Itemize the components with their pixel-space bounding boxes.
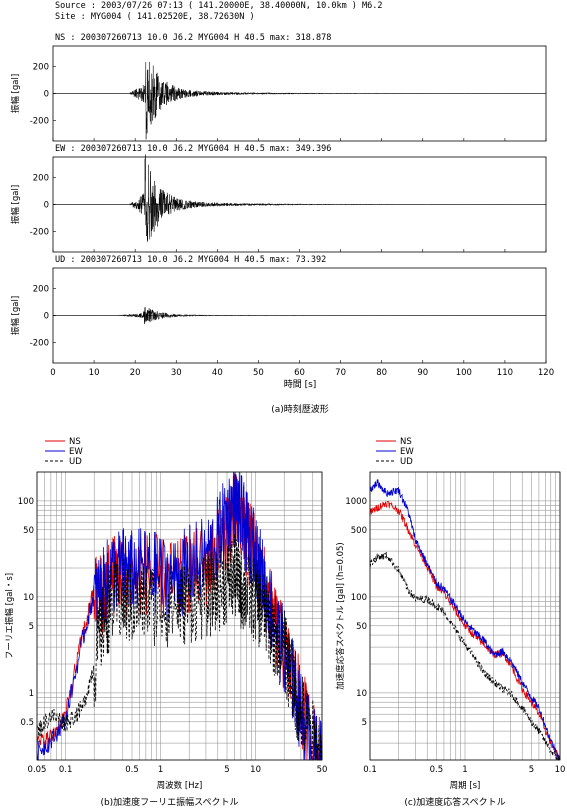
y-axis-label: 加速度応答スペクトル [gal] (h=0.05)	[335, 542, 346, 689]
wave-panel-ud: UD : 200307260713 10.0 J6.2 MYG004 H 40.…	[10, 255, 547, 364]
x-tick-label: 50	[317, 765, 328, 775]
x-tick-label: 1	[462, 765, 467, 775]
y-tick-label: 5	[29, 622, 34, 632]
y-tick-label: -200	[30, 117, 49, 127]
wave-panel-label: NS : 200307260713 10.0 J6.2 MYG004 H 40.…	[55, 33, 331, 43]
y-tick-label: 50	[23, 526, 34, 536]
time-history-title: (a)時刻歴波形	[271, 403, 329, 415]
wave-panel-ylabel: 振幅 [gal]	[10, 74, 21, 113]
y-tick-label: 0	[44, 312, 49, 322]
x-tick-label: 10	[250, 765, 261, 775]
wave-panel-ew: EW : 200307260713 10.0 J6.2 MYG004 H 40.…	[10, 144, 547, 253]
x-tick-label: 40	[212, 368, 223, 378]
legend-label-ns: NS	[400, 437, 412, 447]
x-tick-label: 120	[538, 368, 554, 378]
series-line-ud	[36, 533, 322, 761]
wave-panel-ylabel: 振幅 [gal]	[10, 296, 21, 335]
y-tick-label: 5	[362, 718, 367, 728]
y-tick-label: 10	[356, 689, 367, 699]
x-tick-label: 20	[130, 368, 141, 378]
y-axis-label: フーリエ振幅 [gal・s]	[4, 573, 15, 659]
x-tick-label: 110	[497, 368, 513, 378]
y-tick-label: 0	[44, 201, 49, 211]
x-tick-label: 5	[224, 765, 229, 775]
x-tick-label: 60	[294, 368, 305, 378]
waveform-trace	[53, 61, 547, 140]
x-tick-label: 1	[158, 765, 163, 775]
fourier-spectrum-chart: 0.05 0.1 0.5 1 5 10 50 100 50 10 5 1 0.5 周波数 [Hz] フーリエ…	[4, 437, 327, 808]
y-tick-label: 200	[33, 284, 49, 294]
y-tick-label: 1000	[345, 497, 367, 507]
series-line-ew	[369, 479, 561, 761]
wave-panel-label: UD : 200307260713 10.0 J6.2 MYG004 H 40.…	[55, 255, 326, 265]
y-tick-label: 1	[29, 689, 34, 699]
x-tick-label: 0.1	[59, 765, 73, 775]
plot-frame	[369, 471, 561, 761]
legend-label-ew: EW	[400, 447, 414, 457]
time-history-panels: NS : 200307260713 10.0 J6.2 MYG004 H 40.…	[10, 33, 554, 378]
x-tick-label: 10	[555, 765, 566, 775]
chart-title: (b)加速度フーリエ振幅スペクトル	[100, 796, 238, 808]
x-tick-label: 5	[529, 765, 534, 775]
plot-frame	[36, 471, 323, 761]
legend-label-ud: UD	[69, 457, 82, 467]
x-tick-label: 50	[253, 368, 264, 378]
x-axis-label: 周期 [s]	[450, 781, 481, 791]
y-tick-label: 200	[33, 62, 49, 72]
wave-panel-ns: NS : 200307260713 10.0 J6.2 MYG004 H 40.…	[10, 33, 547, 142]
y-tick-label: 200	[33, 173, 49, 183]
x-tick-label: 70	[335, 368, 346, 378]
y-tick-label: -200	[30, 228, 49, 238]
series-line-ud	[369, 551, 561, 761]
time-history-xlabel: 時間 [s]	[284, 379, 317, 390]
waveform-trace	[53, 154, 546, 242]
x-tick-label: 10	[89, 368, 100, 378]
response-spectrum-chart: 0.1 0.5 1 5 10 1000 500 100 50 10 5 周期 [s] 加速度応答スペクト…	[335, 437, 565, 808]
y-tick-label: 10	[23, 593, 34, 603]
series-line-ns	[369, 500, 561, 761]
y-tick-label: 500	[351, 526, 367, 536]
x-tick-label: 100	[456, 368, 472, 378]
y-tick-label: -200	[30, 339, 49, 349]
x-tick-label: 0.05	[28, 765, 47, 775]
x-tick-label: 0.1	[363, 765, 377, 775]
series-line-ew	[36, 471, 323, 761]
x-tick-label: 90	[417, 368, 428, 378]
y-tick-label: 100	[18, 497, 34, 507]
chart-title: (c)加速度応答スペクトル	[404, 796, 505, 808]
x-tick-label: 80	[376, 368, 387, 378]
y-tick-label: 50	[356, 622, 367, 632]
y-tick-label: 100	[351, 593, 367, 603]
x-tick-label: 0.5	[430, 765, 444, 775]
wave-panel-label: EW : 200307260713 10.0 J6.2 MYG004 H 40.…	[55, 144, 331, 154]
wave-panel-ylabel: 振幅 [gal]	[10, 185, 21, 224]
x-tick-label: 0	[50, 368, 55, 378]
x-axis-label: 周波数 [Hz]	[157, 780, 203, 791]
y-tick-label: 0.5	[20, 718, 34, 728]
legend-label-ud: UD	[400, 457, 413, 467]
x-tick-label: 30	[171, 368, 182, 378]
legend-label-ns: NS	[69, 437, 81, 447]
y-tick-label: 0	[44, 90, 49, 100]
header-source: Source : 2003/07/26 07:13 ( 141.20000E, …	[55, 1, 383, 11]
legend-label-ew: EW	[69, 447, 83, 457]
x-tick-label: 0.5	[125, 765, 139, 775]
header-site: Site : MYG004 ( 141.02520E, 38.72630N )	[55, 12, 255, 22]
time-history-caption: (a)時刻歴波形 時間 [s]	[271, 379, 329, 415]
